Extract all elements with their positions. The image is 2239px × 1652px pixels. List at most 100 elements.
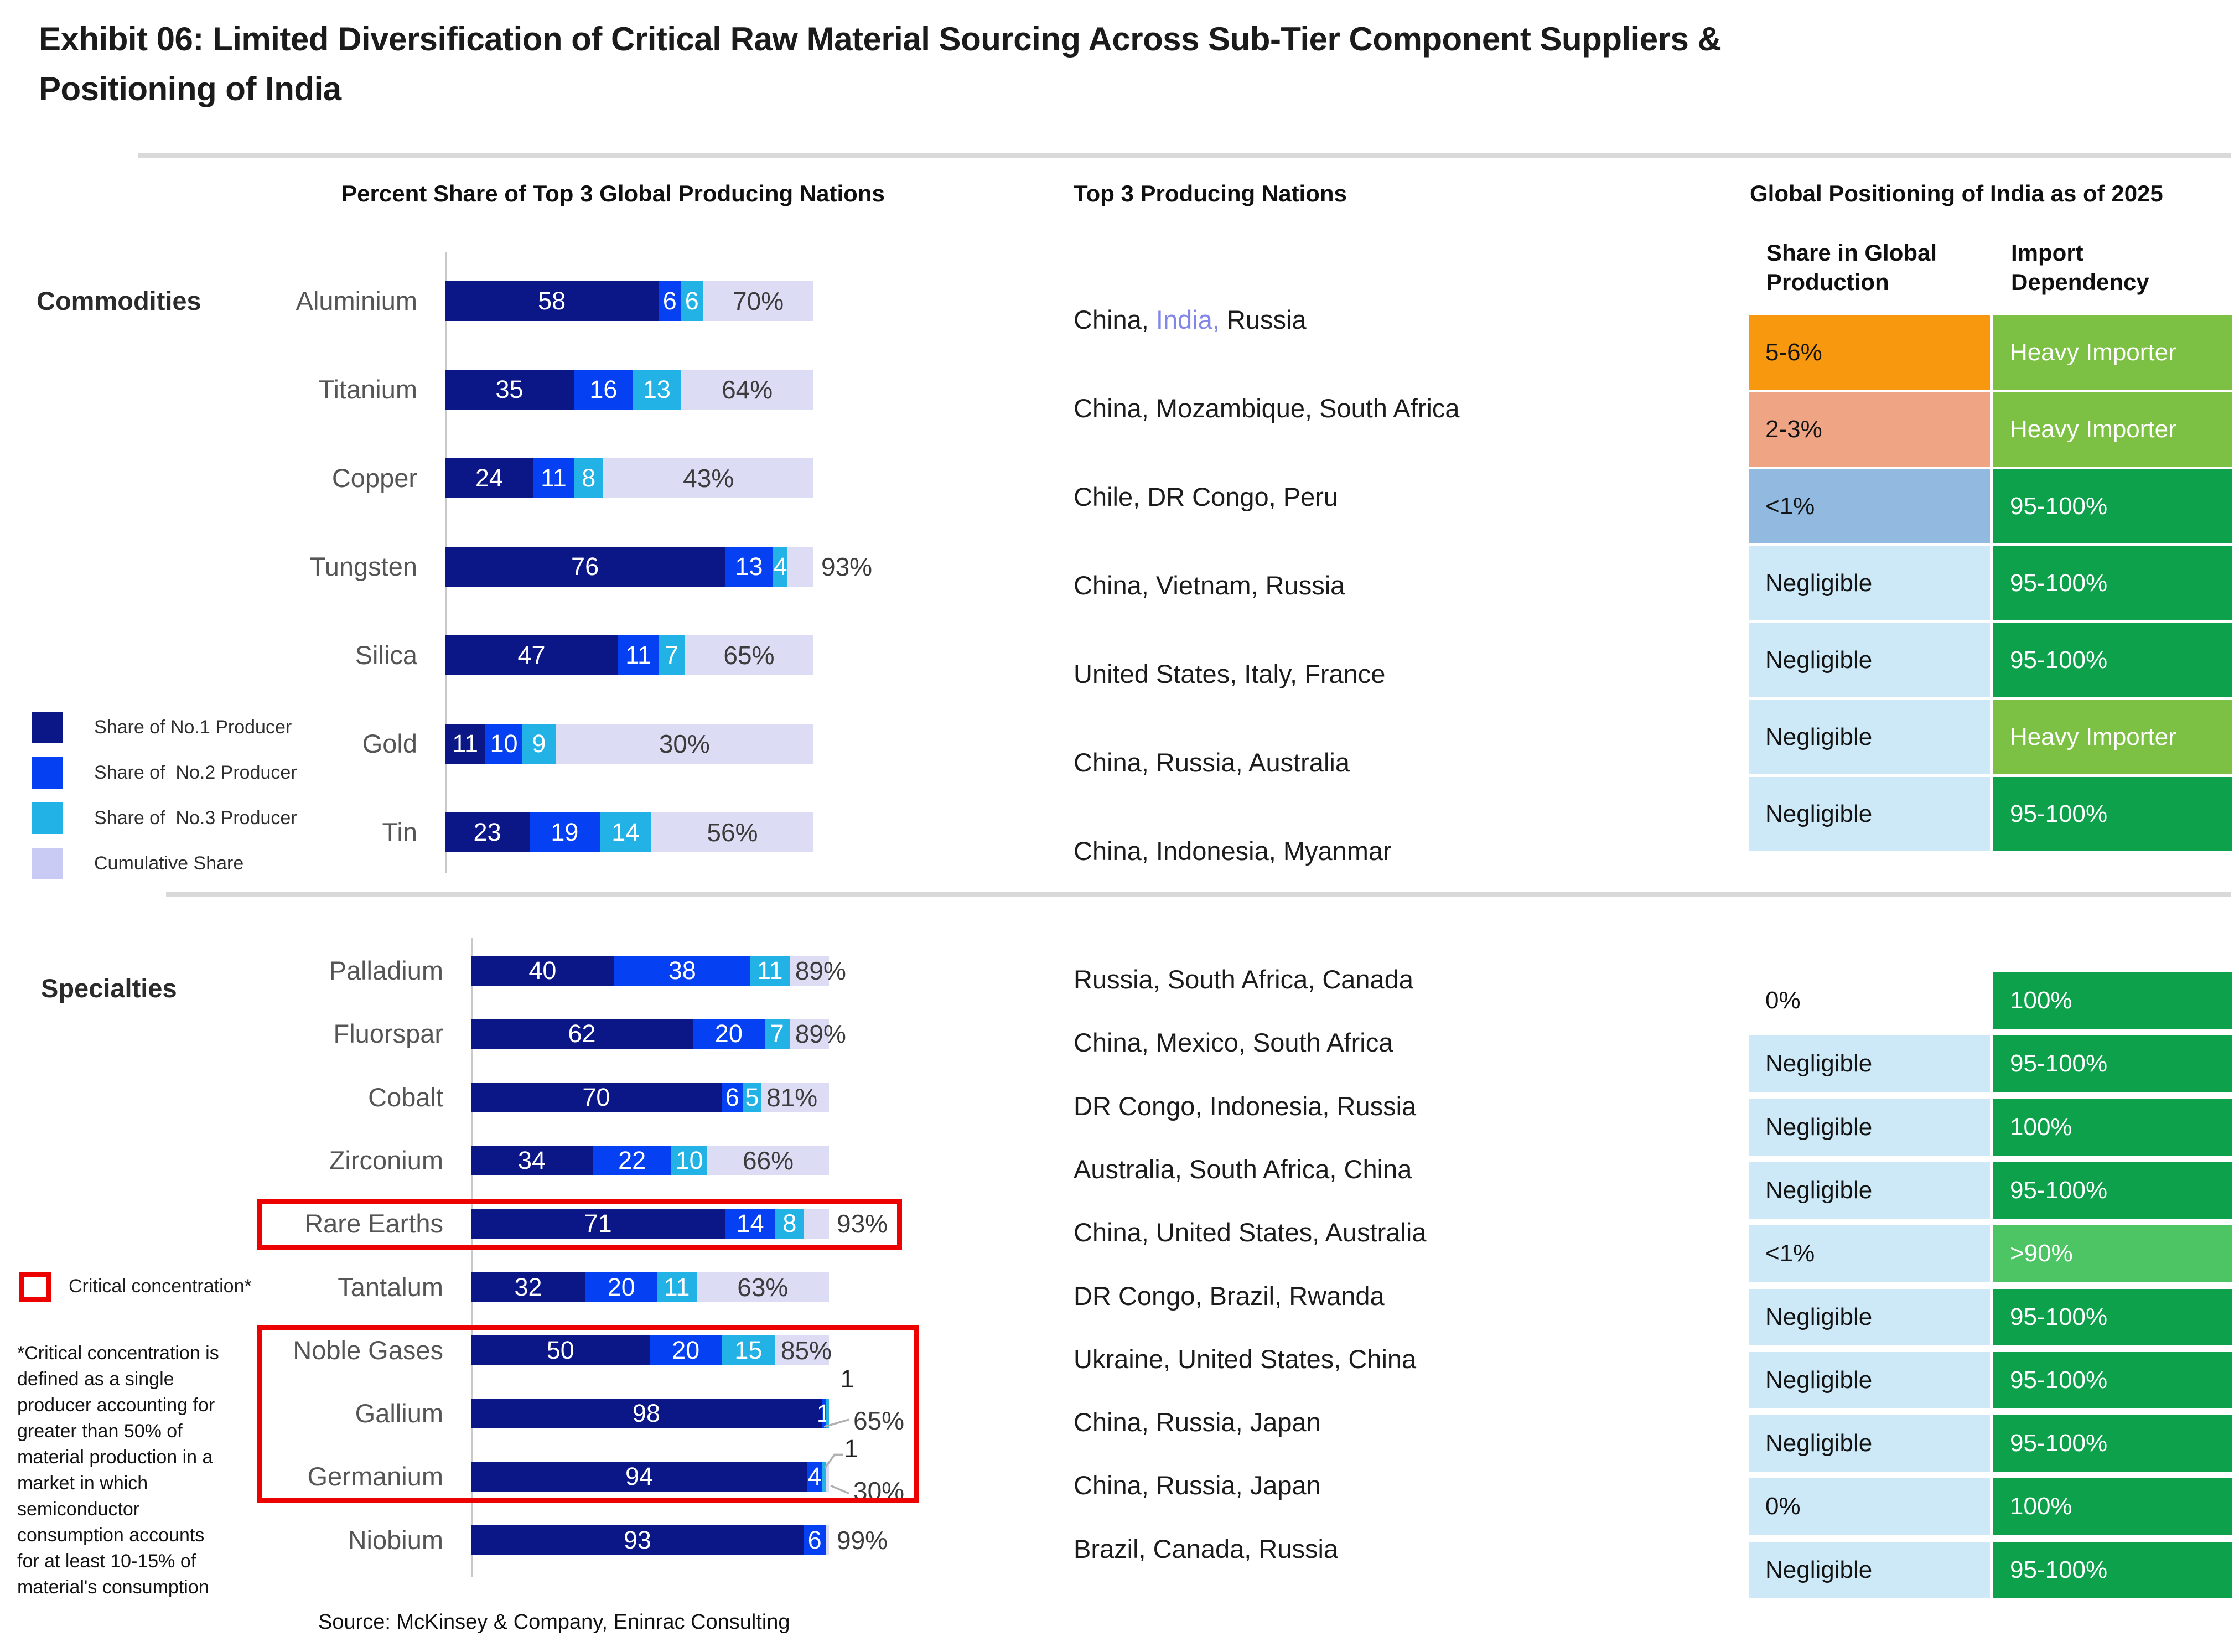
india-share-cell: 0% [1765, 987, 1801, 1014]
bar-segment-cumulative-remainder [787, 547, 813, 587]
india-import-cell: 95-100% [1993, 1541, 2232, 1598]
india-import-cell: 95-100% [1993, 1351, 2232, 1408]
bar-segment-no3-producer [773, 547, 788, 587]
bar-segment-no2-producer [585, 1272, 657, 1302]
producing-nations: China, Mexico, South Africa [1074, 1026, 1393, 1059]
india-import-cell: Heavy Importer [1993, 392, 2232, 467]
india-share-cell: Negligible [1749, 1541, 1990, 1598]
cumulative-share-label: 89% [795, 956, 846, 985]
column-header-global-positioning: Global Positioning of India as of 2025 [1750, 180, 2163, 206]
material-label: Zirconium [329, 1145, 443, 1175]
india-share-cell: 0% [1749, 1478, 1990, 1535]
producing-nations: Ukraine, United States, China [1074, 1343, 1416, 1376]
bar-segment-no3-producer [775, 1209, 804, 1239]
bar-segment-no1-producer [445, 812, 530, 852]
cumulative-share-label: 30% [659, 729, 710, 758]
bar-segment-no3-producer [681, 281, 703, 321]
nation-name: DR Congo, [1147, 482, 1283, 511]
nation-name: China, [1074, 1218, 1156, 1247]
bar-segment-cumulative-remainder [696, 1272, 829, 1302]
critical-concentration-legend-label: Critical concentration* [69, 1276, 252, 1297]
cumulative-share-label: 56% [707, 818, 758, 847]
page-title: Exhibit 06: Limited Diversification of C… [39, 14, 1722, 114]
bar-segment-value: 24 [475, 464, 503, 492]
legend-swatch-3 [32, 802, 63, 834]
bar-segment-no3-producer [825, 1399, 829, 1429]
bar-segment-cumulative-remainder [825, 1462, 829, 1492]
bar-segment-value: 20 [607, 1272, 635, 1301]
bar-segment-value: 23 [473, 818, 501, 846]
producing-nations: United States, Italy, France [1074, 657, 1385, 691]
bar-segment-cumulative-remainder [681, 370, 813, 410]
bar-segment-no2-producer [592, 1145, 672, 1175]
nation-name: Mexico, [1155, 1028, 1253, 1058]
nation-name: Vietnam, [1155, 571, 1266, 600]
bar-segment-value: 34 [517, 1146, 546, 1174]
nation-name: United States, [1155, 1218, 1325, 1247]
bar-segment-value: 9 [532, 729, 546, 758]
bar-segment-cumulative-remainder [684, 635, 813, 675]
bar-segment-value: 22 [618, 1146, 646, 1174]
nation-name: Russia [1336, 1091, 1417, 1121]
nation-name: South Africa, [1189, 1154, 1344, 1184]
bar-segment-value: 16 [589, 375, 618, 403]
india-import-cell: >90% [1993, 1225, 2232, 1282]
bar-segment-no3-producer [633, 370, 681, 410]
india-share-cell: Negligible [1749, 1415, 1990, 1472]
material-label: Tungsten [309, 552, 417, 581]
bar-segment-no2-producer [533, 458, 574, 498]
section-label-specialties: Specialties [41, 973, 177, 1003]
bar-segment-no1-producer [445, 370, 574, 410]
critical-concentration-highlight-box [257, 1325, 919, 1504]
nation-name: Ukraine, [1074, 1344, 1178, 1374]
bar-segment-no1-producer [471, 1525, 804, 1555]
bar-segment-value: 6 [662, 287, 677, 315]
bar-segment-value: 32 [514, 1272, 542, 1301]
column-header-percent-share: Percent Share of Top 3 Global Producing … [341, 180, 885, 206]
cumulative-share-label: 85% [780, 1335, 832, 1365]
producing-nations: Australia, South Africa, China [1074, 1153, 1412, 1186]
nation-name: Russia, [1155, 1470, 1250, 1500]
bar-segment-value: 19 [551, 818, 579, 846]
bar-segment-no1-producer [445, 281, 659, 321]
bar-segment-cumulative-remainder [707, 1145, 829, 1175]
section-label-commodities: Commodities [37, 286, 201, 315]
cumulative-share-label: 43% [683, 464, 734, 493]
bar-segment-no3-producer [522, 724, 556, 764]
bar-segment-value: 6 [725, 1083, 739, 1111]
nation-name: United States, [1074, 659, 1245, 688]
cumulative-share-label: 93% [821, 552, 873, 581]
nation-name: Russia, [1074, 965, 1168, 994]
bar-segment-no3-producer [764, 1019, 790, 1049]
producing-nations: China, Russia, Japan [1074, 1406, 1321, 1439]
bar-segment-no2-producer [485, 724, 522, 764]
nation-name: China, [1074, 836, 1156, 866]
cumulative-share-label: 89% [795, 1019, 846, 1049]
nation-name: United States, [1178, 1344, 1349, 1374]
bar-segment-value: 50 [546, 1335, 574, 1364]
bar-segment-cumulative-remainder [555, 724, 813, 764]
nation-name: Canada [1322, 965, 1413, 994]
bar-segment-no1-producer [471, 1399, 822, 1429]
critical-concentration-legend-icon [19, 1272, 51, 1302]
bar-segment-cumulative-remainder [761, 1082, 829, 1112]
bar-segment-value: 7 [770, 1019, 784, 1048]
bar-segment-no3-producer [574, 458, 604, 498]
bar-segment-value: 71 [584, 1209, 612, 1238]
producing-nations: Brazil, Canada, Russia [1074, 1532, 1338, 1566]
india-import-cell: 95-100% [1993, 777, 2232, 851]
bar-segment-value: 70 [582, 1083, 610, 1111]
bar-segment-no3-producer [743, 1082, 761, 1112]
bar-segment-value: 38 [668, 956, 696, 985]
producing-nations: DR Congo, Brazil, Rwanda [1074, 1280, 1385, 1313]
india-import-cell: 100% [1993, 1099, 2232, 1156]
india-import-cell: 95-100% [1993, 1415, 2232, 1472]
nation-name: China, [1074, 1407, 1156, 1437]
india-share-cell: Negligible [1749, 700, 1990, 774]
nation-name: Japan [1250, 1470, 1321, 1500]
nation-name: Russia, [1155, 748, 1249, 777]
nation-name: France [1304, 659, 1386, 688]
bar-axis-specialties [471, 938, 473, 1577]
nation-name: Canada, [1153, 1534, 1259, 1563]
